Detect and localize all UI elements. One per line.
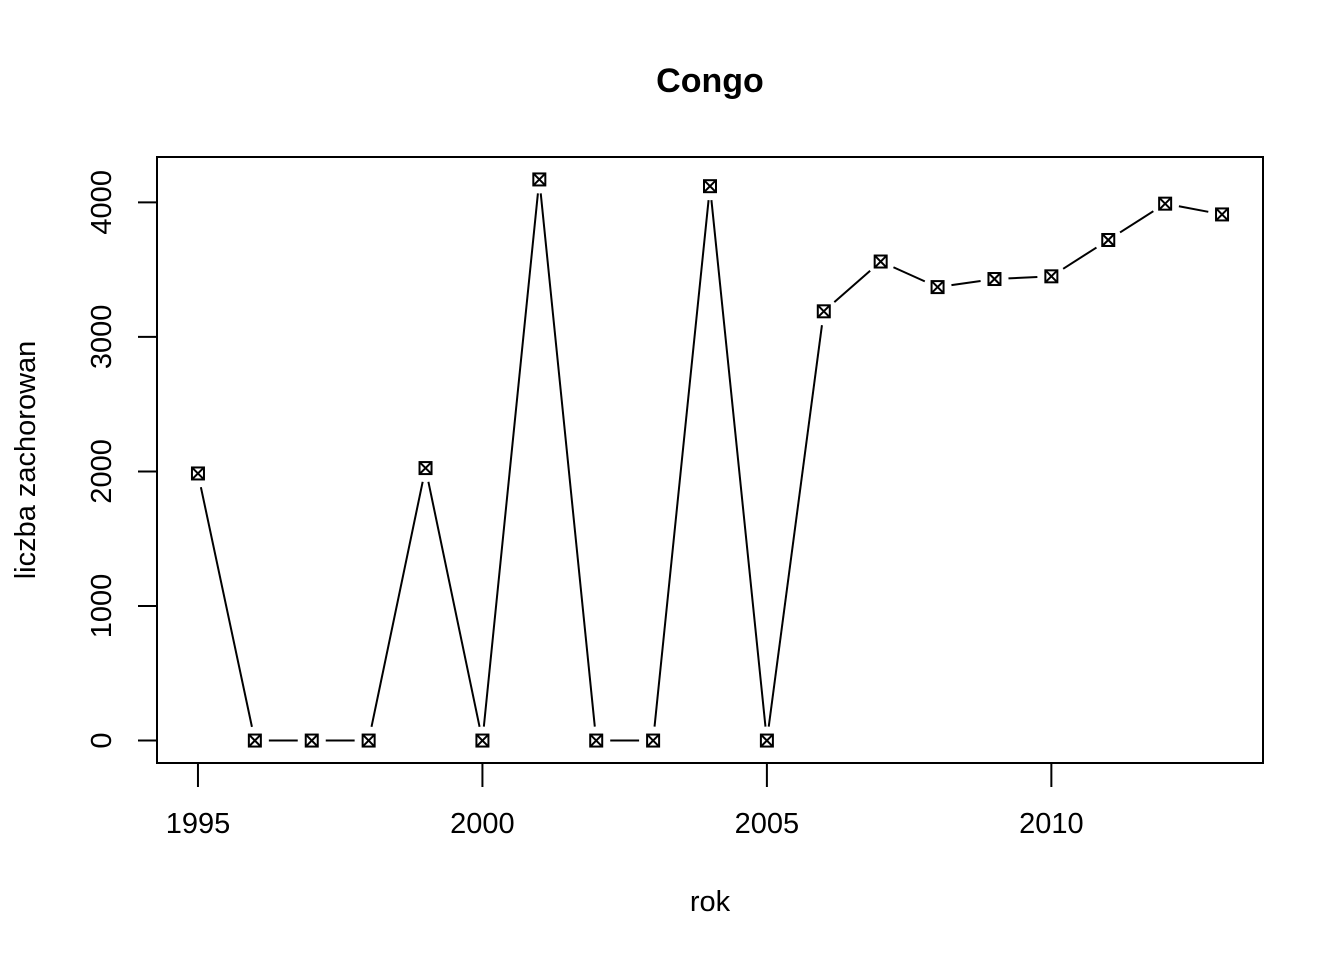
data-point-marker	[589, 733, 604, 748]
line-segment	[539, 193, 596, 727]
x-tick-label: 1995	[166, 808, 231, 840]
chart-title: Congo	[656, 62, 764, 100]
data-point-marker	[304, 733, 319, 748]
data-point-marker	[190, 466, 205, 481]
data-point-marker	[759, 733, 774, 748]
data-point-marker	[930, 280, 945, 295]
x-axis: 1995 2000 2005 2010	[166, 762, 1084, 840]
data-point-marker	[532, 172, 547, 187]
x-tick-label: 2000	[450, 808, 515, 840]
y-axis: 0 1000 2000 3000 4000	[86, 170, 158, 749]
line-segment	[1062, 246, 1097, 270]
line-segment	[370, 481, 424, 728]
line-segment	[1119, 210, 1154, 234]
line-segment	[199, 486, 253, 728]
x-tick-label: 2005	[735, 808, 800, 840]
data-point-marker	[1044, 269, 1059, 284]
line-segment	[951, 279, 981, 287]
line-segment	[767, 325, 823, 727]
line-segment	[427, 481, 481, 728]
data-point-marker	[475, 733, 490, 748]
data-point-marker	[987, 272, 1002, 287]
line-segment	[653, 199, 710, 727]
y-tick-label: 2000	[86, 439, 118, 504]
line-series	[199, 193, 1209, 742]
data-point-marker	[1215, 207, 1230, 222]
data-point-marker	[1158, 196, 1173, 211]
data-point-marker	[247, 733, 262, 748]
data-point-marker	[873, 254, 888, 269]
line-segment	[710, 199, 767, 727]
data-points	[190, 172, 1230, 748]
data-point-marker	[1101, 232, 1116, 247]
data-point-marker	[361, 733, 376, 748]
y-tick-label: 0	[86, 732, 118, 748]
line-segment	[893, 266, 926, 283]
y-tick-label: 4000	[86, 170, 118, 235]
line-segment	[1178, 205, 1209, 213]
x-axis-label: rok	[690, 886, 731, 918]
line-segment	[482, 193, 539, 727]
y-axis-label: liczba zachorowan	[10, 341, 42, 580]
data-point-marker	[418, 461, 433, 476]
plot-frame	[156, 156, 1264, 764]
data-point-marker	[816, 304, 831, 319]
y-tick-label: 1000	[86, 574, 118, 639]
line-segment	[833, 269, 871, 303]
x-tick-label: 2010	[1019, 808, 1084, 840]
data-point-marker	[646, 733, 661, 748]
y-tick-label: 3000	[86, 305, 118, 370]
line-segment	[1008, 275, 1038, 280]
data-point-marker	[703, 179, 717, 194]
